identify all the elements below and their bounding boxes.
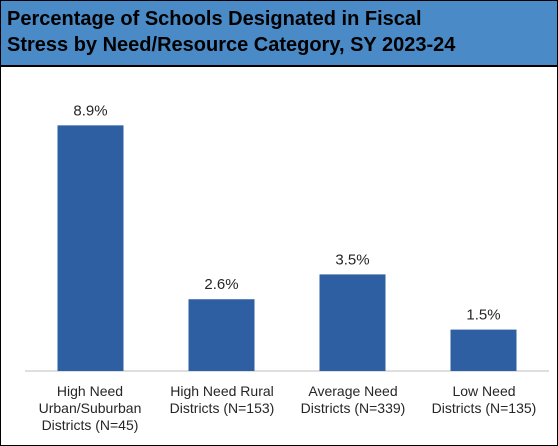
- category-label-2: High Need Rural Districts (N=153): [169, 383, 275, 416]
- data-label-1: 8.9%: [73, 102, 107, 119]
- bar-4: [450, 329, 517, 371]
- data-label-2: 2.6%: [204, 276, 238, 293]
- chart-title: Percentage of Schools Designated in Fisc…: [1, 1, 557, 67]
- data-label-3: 3.5%: [335, 251, 369, 268]
- category-label-3: Average Need Districts (N=339): [300, 383, 406, 416]
- bar-2: [188, 299, 255, 371]
- data-label-4: 1.5%: [466, 307, 500, 324]
- bar-3: [319, 274, 386, 371]
- category-label-4: Low Need Districts (N=135): [431, 383, 537, 416]
- category-label-1: High Need Urban/Suburban Districts (N=45…: [38, 383, 142, 433]
- chart-title-line-1: Percentage of Schools Designated in Fisc…: [7, 8, 422, 30]
- chart-title-line-2: Stress by Need/Resource Category, SY 202…: [7, 34, 456, 56]
- bar-1: [57, 125, 124, 371]
